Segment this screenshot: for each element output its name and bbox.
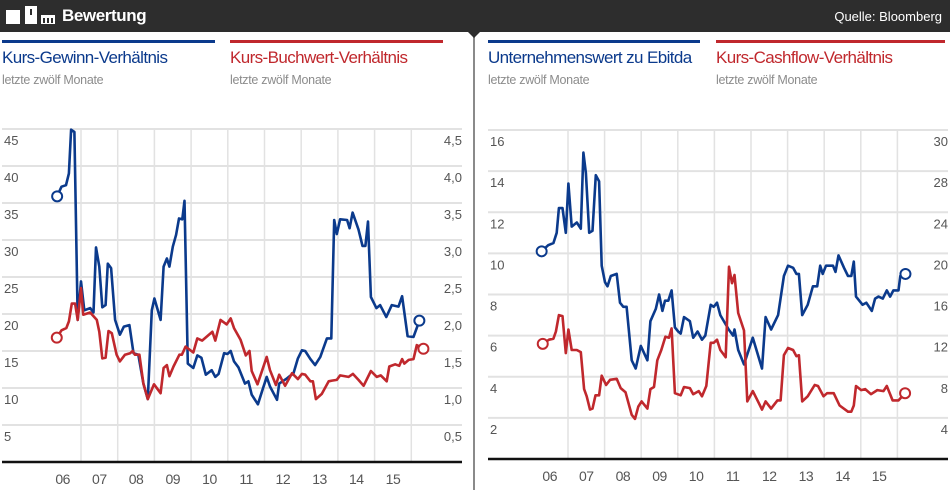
chart-title-kcv: Kurs-Cashflow-Verhältnis xyxy=(716,48,893,67)
legend-bar-red xyxy=(716,40,945,43)
x-tick-label: 11 xyxy=(726,468,740,484)
chart-subtitle-kbv: letzte zwölf Monate xyxy=(230,73,332,87)
y-tick-label-left: 45 xyxy=(4,133,18,148)
y-tick-label-left: 35 xyxy=(4,207,18,222)
chart-title-kbv: Kurs-Buchwert-Verhältnis xyxy=(230,48,408,67)
chart-title-kgv: Kurs-Gewinn-Verhältnis xyxy=(2,48,168,67)
y-tick-label-right: 28 xyxy=(934,175,948,190)
page-title: Bewertung xyxy=(62,6,147,25)
series-start-marker xyxy=(536,337,549,350)
y-tick-label-right: 1,0 xyxy=(444,392,462,407)
logo-icon xyxy=(25,6,37,24)
y-tick-label-left: 16 xyxy=(490,134,504,149)
y-tick-label-left: 20 xyxy=(4,318,18,333)
y-tick-label-right: 30 xyxy=(934,134,948,149)
y-tick-label-left: 10 xyxy=(490,257,504,272)
series-start-marker xyxy=(51,190,64,203)
panel-divider xyxy=(473,34,475,490)
logo-icon xyxy=(6,10,20,24)
series-line-kurs-cashflow-verh-ltnis xyxy=(541,265,907,421)
y-tick-label-left: 2 xyxy=(490,422,497,437)
x-tick-label: 15 xyxy=(386,471,401,487)
y-tick-label-left: 10 xyxy=(4,392,18,407)
x-tick-label: 12 xyxy=(762,468,777,484)
y-tick-label-right: 4,5 xyxy=(444,133,462,148)
y-tick-label-right: 2,5 xyxy=(444,281,462,296)
x-tick-label: 09 xyxy=(165,471,180,487)
series-end-marker xyxy=(899,387,912,400)
x-tick-label: 08 xyxy=(129,471,144,487)
y-tick-label-left: 8 xyxy=(490,299,497,314)
series-end-marker xyxy=(413,314,426,327)
y-tick-label-left: 30 xyxy=(4,244,18,259)
x-tick-label: 10 xyxy=(202,471,217,487)
x-tick-label: 07 xyxy=(579,468,594,484)
source-label: Quelle: Bloomberg xyxy=(834,9,942,24)
x-tick-label: 06 xyxy=(55,471,70,487)
x-tick-label: 15 xyxy=(872,468,887,484)
x-tick-label: 14 xyxy=(349,471,364,487)
y-tick-label-right: 24 xyxy=(934,216,948,231)
x-tick-label: 13 xyxy=(312,471,327,487)
y-tick-label-left: 40 xyxy=(4,170,18,185)
divider-notch xyxy=(468,32,480,38)
y-tick-label-left: 12 xyxy=(490,216,504,231)
chart-subtitle-kgv: letzte zwölf Monate xyxy=(2,73,104,87)
x-tick-label: 09 xyxy=(652,468,667,484)
y-tick-label-right: 16 xyxy=(934,299,948,314)
y-tick-label-left: 14 xyxy=(490,175,504,190)
series-line-kurs-buchwert-verh-ltnis xyxy=(55,286,425,401)
x-tick-label: 07 xyxy=(92,471,107,487)
x-tick-label: 06 xyxy=(542,468,557,484)
y-tick-label-right: 20 xyxy=(934,257,948,272)
chart-subtitle-kcv: letzte zwölf Monate xyxy=(716,73,818,87)
y-tick-label-right: 1,5 xyxy=(444,355,462,370)
y-tick-label-left: 6 xyxy=(490,340,497,355)
series-end-marker xyxy=(899,267,912,280)
y-tick-label-left: 5 xyxy=(4,429,11,444)
chart-subtitle-ev-ebitda: letzte zwölf Monate xyxy=(488,73,590,87)
y-tick-label-right: 2,0 xyxy=(444,318,462,333)
legend-bar-blue xyxy=(2,40,215,43)
y-tick-label-right: 8 xyxy=(941,381,948,396)
chart-title-ev-ebitda: Unternehmenswert zu Ebitda xyxy=(488,48,692,67)
legend-bar-red xyxy=(230,40,443,43)
y-tick-label-right: 0,5 xyxy=(444,429,462,444)
y-tick-label-left: 4 xyxy=(490,381,497,396)
series-line-unternehmenswert-zu-ebitda xyxy=(540,151,906,370)
x-tick-label: 10 xyxy=(689,468,704,484)
y-tick-label-right: 3,0 xyxy=(444,244,462,259)
series-end-marker xyxy=(417,342,430,355)
y-tick-label-right: 4,0 xyxy=(444,170,462,185)
x-tick-label: 14 xyxy=(835,468,850,484)
series-start-marker xyxy=(535,245,548,258)
y-tick-label-left: 15 xyxy=(4,355,18,370)
x-tick-label: 11 xyxy=(239,471,253,487)
y-tick-label-left: 25 xyxy=(4,281,18,296)
y-tick-label-right: 4 xyxy=(941,422,948,437)
x-tick-label: 13 xyxy=(799,468,814,484)
x-tick-label: 08 xyxy=(616,468,631,484)
y-tick-label-right: 3,5 xyxy=(444,207,462,222)
series-line-kurs-gewinn-verh-ltnis xyxy=(55,128,421,406)
header-bar: Bewertung Quelle: Bloomberg xyxy=(0,0,950,32)
legend-bar-blue xyxy=(488,40,700,43)
x-tick-label: 12 xyxy=(276,471,291,487)
y-tick-label-right: 12 xyxy=(934,340,948,355)
logo-icon xyxy=(41,15,55,24)
series-start-marker xyxy=(50,331,63,344)
